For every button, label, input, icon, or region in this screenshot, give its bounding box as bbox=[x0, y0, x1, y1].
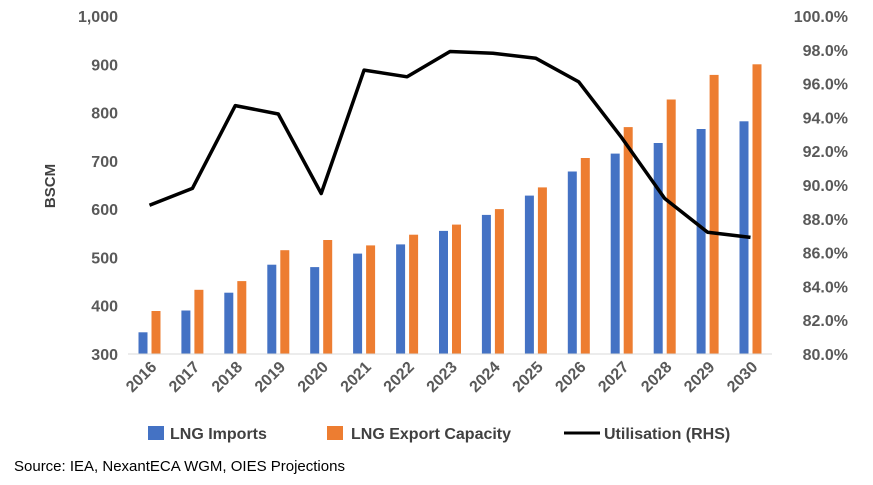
imports-bar-2016 bbox=[138, 332, 148, 354]
imports-bar-2019 bbox=[267, 264, 277, 354]
imports-bar-2021 bbox=[353, 253, 363, 354]
right-tick-label: 86.0% bbox=[803, 246, 848, 263]
export-capacity-bar-2022 bbox=[409, 234, 419, 354]
x-tick-label: 2028 bbox=[638, 359, 675, 396]
right-tick-label: 88.0% bbox=[803, 212, 848, 229]
left-tick-label: 300 bbox=[91, 347, 118, 364]
x-tick-label: 2022 bbox=[381, 359, 418, 396]
right-tick-label: 96.0% bbox=[803, 77, 848, 94]
x-tick-label: 2017 bbox=[166, 359, 203, 396]
right-axis-ticks: 80.0% 82.0% 84.0% 86.0% 88.0% 90.0% 92.0% 94.0%… bbox=[794, 9, 848, 364]
export-capacity-bar-2018 bbox=[237, 281, 247, 354]
export-capacity-bar-2020 bbox=[323, 240, 333, 354]
imports-bar-2025 bbox=[524, 195, 534, 354]
export-capacity-bar-2024 bbox=[494, 209, 504, 354]
left-tick-label: 500 bbox=[91, 250, 118, 267]
chart: 300 400 500 600 700 800 900 1,000 80.0% 82.0% 84.… bbox=[42, 9, 848, 443]
y-axis-label: BSCM bbox=[42, 164, 59, 208]
right-tick-label: 84.0% bbox=[803, 279, 848, 296]
export-capacity-bar-2019 bbox=[280, 250, 290, 354]
right-tick-label: 80.0% bbox=[803, 347, 848, 364]
x-tick-label: 2029 bbox=[681, 359, 718, 396]
x-tick-label: 2024 bbox=[467, 359, 504, 396]
export-capacity-bar-2025 bbox=[537, 187, 547, 354]
imports-bar-2026 bbox=[567, 171, 577, 354]
export-capacity-bar-2026 bbox=[580, 158, 590, 354]
bars-group bbox=[138, 64, 762, 355]
legend-label: LNG Export Capacity bbox=[351, 426, 511, 443]
imports-bar-2023 bbox=[439, 230, 448, 354]
right-tick-label: 100.0% bbox=[794, 9, 848, 26]
x-tick-label: 2023 bbox=[424, 359, 461, 396]
left-axis-ticks: 300 400 500 600 700 800 900 1,000 bbox=[78, 9, 118, 364]
x-tick-label: 2026 bbox=[552, 359, 589, 396]
imports-bar-2028 bbox=[653, 143, 663, 354]
x-tick-label: 2020 bbox=[295, 359, 332, 396]
right-tick-label: 82.0% bbox=[803, 313, 848, 330]
legend-swatch-1 bbox=[327, 426, 343, 440]
left-tick-label: 800 bbox=[91, 106, 118, 123]
x-tick-label: 2019 bbox=[252, 359, 289, 396]
utilisation-line bbox=[148, 49, 751, 240]
right-tick-label: 92.0% bbox=[803, 144, 848, 161]
legend-swatch-0 bbox=[148, 426, 164, 440]
imports-bar-2017 bbox=[181, 310, 191, 354]
x-tick-label: 2021 bbox=[338, 359, 375, 396]
imports-bar-2029 bbox=[696, 129, 706, 354]
utilisation-line-group bbox=[148, 49, 751, 240]
left-tick-label: 600 bbox=[91, 202, 118, 219]
x-tick-label: 2030 bbox=[724, 359, 761, 396]
imports-bar-2024 bbox=[481, 214, 491, 354]
left-tick-label: 700 bbox=[91, 154, 118, 171]
export-capacity-bar-2017 bbox=[194, 289, 204, 354]
export-capacity-bar-2023 bbox=[452, 224, 461, 354]
x-tick-label: 2018 bbox=[209, 359, 246, 396]
legend-label: LNG Imports bbox=[170, 426, 267, 443]
left-tick-label: 1,000 bbox=[78, 9, 118, 26]
export-capacity-bar-2028 bbox=[666, 99, 676, 354]
right-tick-label: 98.0% bbox=[803, 43, 848, 60]
export-capacity-bar-2016 bbox=[151, 311, 161, 354]
imports-bar-2020 bbox=[310, 267, 320, 354]
right-tick-label: 90.0% bbox=[803, 178, 848, 195]
legend-label: Utilisation (RHS) bbox=[604, 426, 730, 443]
x-tick-label: 2016 bbox=[123, 359, 160, 396]
imports-bar-2018 bbox=[224, 292, 234, 354]
export-capacity-bar-2027 bbox=[623, 127, 633, 354]
source-note: Source: IEA, NexantECA WGM, OIES Project… bbox=[14, 458, 345, 475]
legend: LNG Imports LNG Export Capacity Utilisatio… bbox=[148, 426, 730, 443]
x-tick-label: 2027 bbox=[595, 359, 632, 396]
left-tick-label: 900 bbox=[91, 57, 118, 74]
x-tick-label: 2025 bbox=[510, 359, 547, 396]
imports-bar-2027 bbox=[610, 153, 620, 354]
left-tick-label: 400 bbox=[91, 299, 118, 316]
right-tick-label: 94.0% bbox=[803, 110, 848, 127]
x-axis-ticks: 2016 2017 2018 2019 2020 2021 2022 2023 2024 2025… bbox=[123, 359, 761, 396]
export-capacity-bar-2029 bbox=[709, 74, 719, 355]
export-capacity-bar-2030 bbox=[752, 64, 762, 355]
imports-bar-2022 bbox=[396, 244, 406, 354]
export-capacity-bar-2021 bbox=[366, 245, 376, 354]
